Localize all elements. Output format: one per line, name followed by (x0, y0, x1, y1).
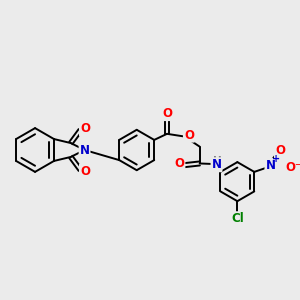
Text: O: O (80, 165, 90, 178)
Text: Cl: Cl (231, 212, 244, 225)
Text: N: N (212, 158, 221, 171)
Text: O⁻: O⁻ (285, 161, 300, 174)
Text: O: O (175, 157, 184, 170)
Text: H: H (214, 156, 222, 166)
Text: N: N (80, 143, 89, 157)
Text: O: O (275, 144, 285, 157)
Text: O: O (184, 129, 194, 142)
Text: O: O (80, 122, 90, 135)
Text: O: O (162, 107, 172, 120)
Text: +: + (272, 154, 281, 164)
Text: N: N (266, 159, 275, 172)
